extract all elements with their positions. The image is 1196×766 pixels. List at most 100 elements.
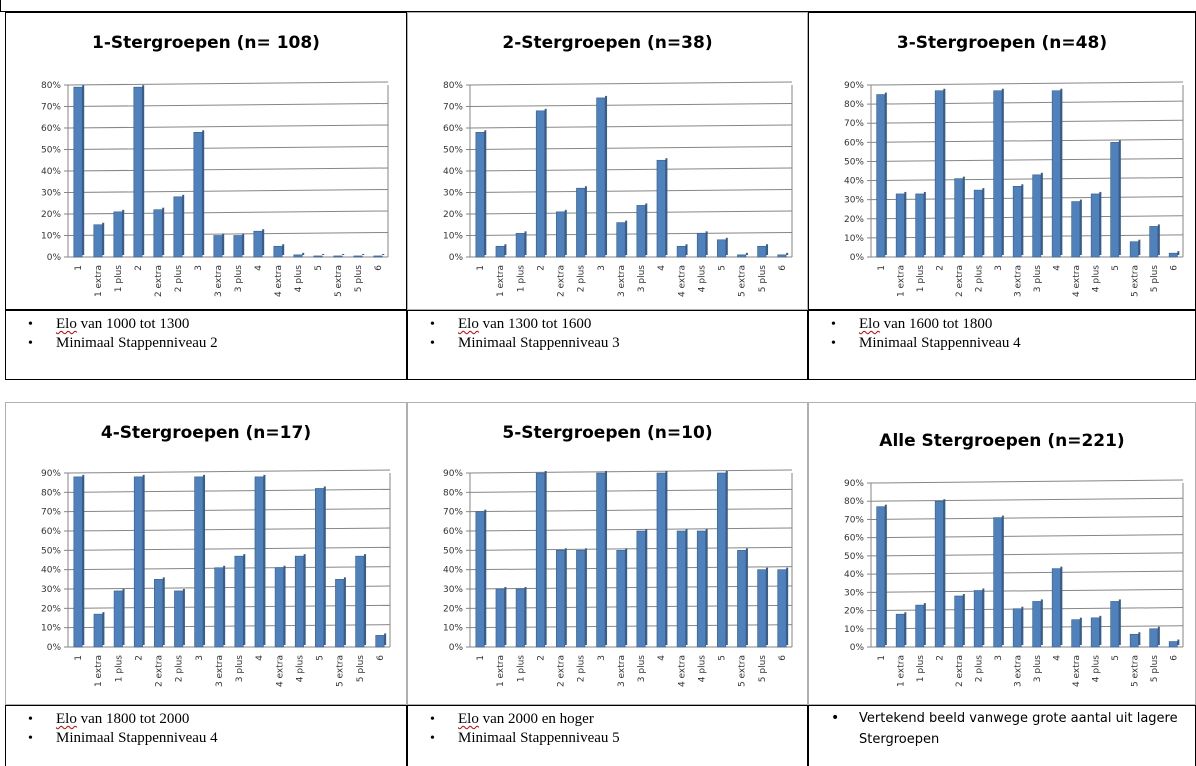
note-item: Elo van 1600 tot 1800 [831, 315, 1195, 334]
bar [294, 555, 304, 648]
x-tick-label: 1 extra [94, 655, 104, 687]
bar [1168, 641, 1178, 648]
y-tick-label: 60% [443, 527, 463, 537]
bar-side [504, 244, 507, 255]
bar [1071, 619, 1081, 648]
bar-side [122, 588, 125, 645]
bar-side [384, 633, 387, 645]
gridline [67, 103, 389, 107]
bar-side [564, 209, 567, 255]
bar [777, 569, 787, 648]
bar-side [102, 222, 105, 255]
y-tick-label: 90% [844, 479, 864, 489]
x-tick-label: 1 extra [496, 265, 506, 297]
y-tick-label: 40% [844, 570, 864, 580]
bar [1149, 226, 1159, 258]
bar [273, 245, 283, 258]
x-tick-label: 1 [877, 265, 887, 271]
note-text: Minimaal Stappenniveau 4 [56, 730, 218, 746]
x-tick-label: 2 [935, 265, 945, 271]
bar-side [303, 554, 306, 645]
gridline [469, 527, 793, 532]
x-tick-label: 2 [536, 265, 546, 271]
bar-side [1001, 88, 1004, 255]
bar-side [745, 252, 748, 255]
chart-panel-5: 5-Stergroepen (n=10) 0% 10% 20% 30% 40% 50% 60… [407, 402, 808, 705]
y-tick-label: 90% [41, 469, 61, 479]
bar-side [685, 244, 688, 255]
chart-title: 5-Stergroepen (n=10) [502, 423, 713, 443]
bar [313, 255, 323, 258]
bar [876, 506, 886, 648]
y-tick-label: 40% [443, 566, 463, 576]
bar-side [263, 474, 266, 645]
x-tick-label: 5 [718, 265, 728, 271]
x-tick-label: 2 plus [174, 265, 184, 293]
x-tick-label: 1 plus [916, 655, 926, 683]
gridline [67, 189, 389, 193]
y-tick-label: 90% [443, 469, 463, 479]
y-tick-label: 0% [449, 643, 464, 653]
chart-title: Alle Stergroepen (n=221) [879, 431, 1125, 451]
note-text: Minimaal Stappenniveau 4 [859, 335, 1021, 351]
note-text: van 1800 tot 2000 [76, 711, 190, 727]
bar-side [1001, 515, 1004, 645]
x-tick-label: 1 [476, 655, 486, 661]
bar-side [1118, 140, 1121, 255]
y-tick-label: 70% [443, 508, 463, 518]
bar-side [625, 548, 628, 645]
chart-panel-2: 2-Stergroepen (n=38) 0% 10% 20% 30% 40% 50% 60… [407, 12, 808, 310]
x-tick-label: 3 extra [1013, 655, 1023, 687]
y-tick-label: 30% [844, 196, 864, 206]
gridline [870, 177, 1184, 182]
bar [576, 187, 586, 258]
bar [214, 567, 224, 648]
note-item: Elo van 2000 en hoger [430, 710, 807, 729]
bar-side [884, 504, 887, 645]
bar [1032, 174, 1042, 258]
note-item: Elo van 1000 tot 1300 [28, 315, 406, 334]
y-tick-label: 50% [844, 552, 864, 562]
x-tick-label: 6 [778, 265, 788, 271]
bar-side [484, 509, 487, 645]
bar [333, 255, 343, 258]
bar [717, 472, 727, 648]
x-tick-label: 2 plus [577, 265, 587, 293]
bar-side [962, 593, 965, 645]
x-tick-label: 5 [718, 655, 728, 661]
x-tick-label: 4 plus [697, 265, 707, 293]
notes-box-6: Vertekend beeld vanwege grote aantal uit… [808, 705, 1196, 766]
x-tick-label: 1 plus [916, 265, 926, 293]
note-item: Minimaal Stappenniveau 3 [430, 334, 807, 353]
note-item: Minimaal Stappenniveau 5 [430, 729, 807, 748]
x-tick-label: 1 extra [896, 265, 906, 297]
note-text: Vertekend beeld vanwege grote aantal uit… [859, 711, 1178, 747]
bar-side [1021, 184, 1024, 255]
x-tick-label: 6 [1169, 655, 1179, 661]
bar-side [282, 244, 285, 255]
y-tick-label: 60% [41, 124, 61, 134]
x-tick-label: 1 plus [516, 265, 526, 293]
bar [954, 595, 964, 648]
x-tick-label: 3 [994, 655, 1004, 661]
y-tick-label: 80% [41, 81, 61, 91]
note-item: Vertekend beeld vanwege grote aantal uit… [831, 708, 1195, 750]
y-tick-label: 0% [47, 253, 62, 263]
bar [373, 255, 383, 258]
x-tick-label: 3 plus [1033, 265, 1043, 293]
bar-side [1021, 606, 1024, 645]
x-tick-label: 3 extra [617, 265, 627, 297]
bar-chart-2-stergroepen: 0% 10% 20% 30% 40% 50% 60% 70% 80% 1 1 extra 1 plus… [443, 81, 793, 297]
bar [1110, 142, 1120, 258]
note-text: Minimaal Stappenniveau 5 [458, 730, 620, 746]
note-text: van 1000 tot 1300 [76, 316, 190, 332]
bar [934, 90, 944, 258]
gridline [870, 157, 1184, 162]
bar [777, 254, 787, 258]
x-tick-label: 1 extra [94, 265, 104, 297]
chart-title: 3-Stergroepen (n=48) [896, 33, 1108, 53]
bar-side [362, 253, 365, 255]
bar-side [242, 233, 245, 255]
x-tick-label: 4 plus [1091, 265, 1101, 293]
bar [495, 245, 505, 258]
